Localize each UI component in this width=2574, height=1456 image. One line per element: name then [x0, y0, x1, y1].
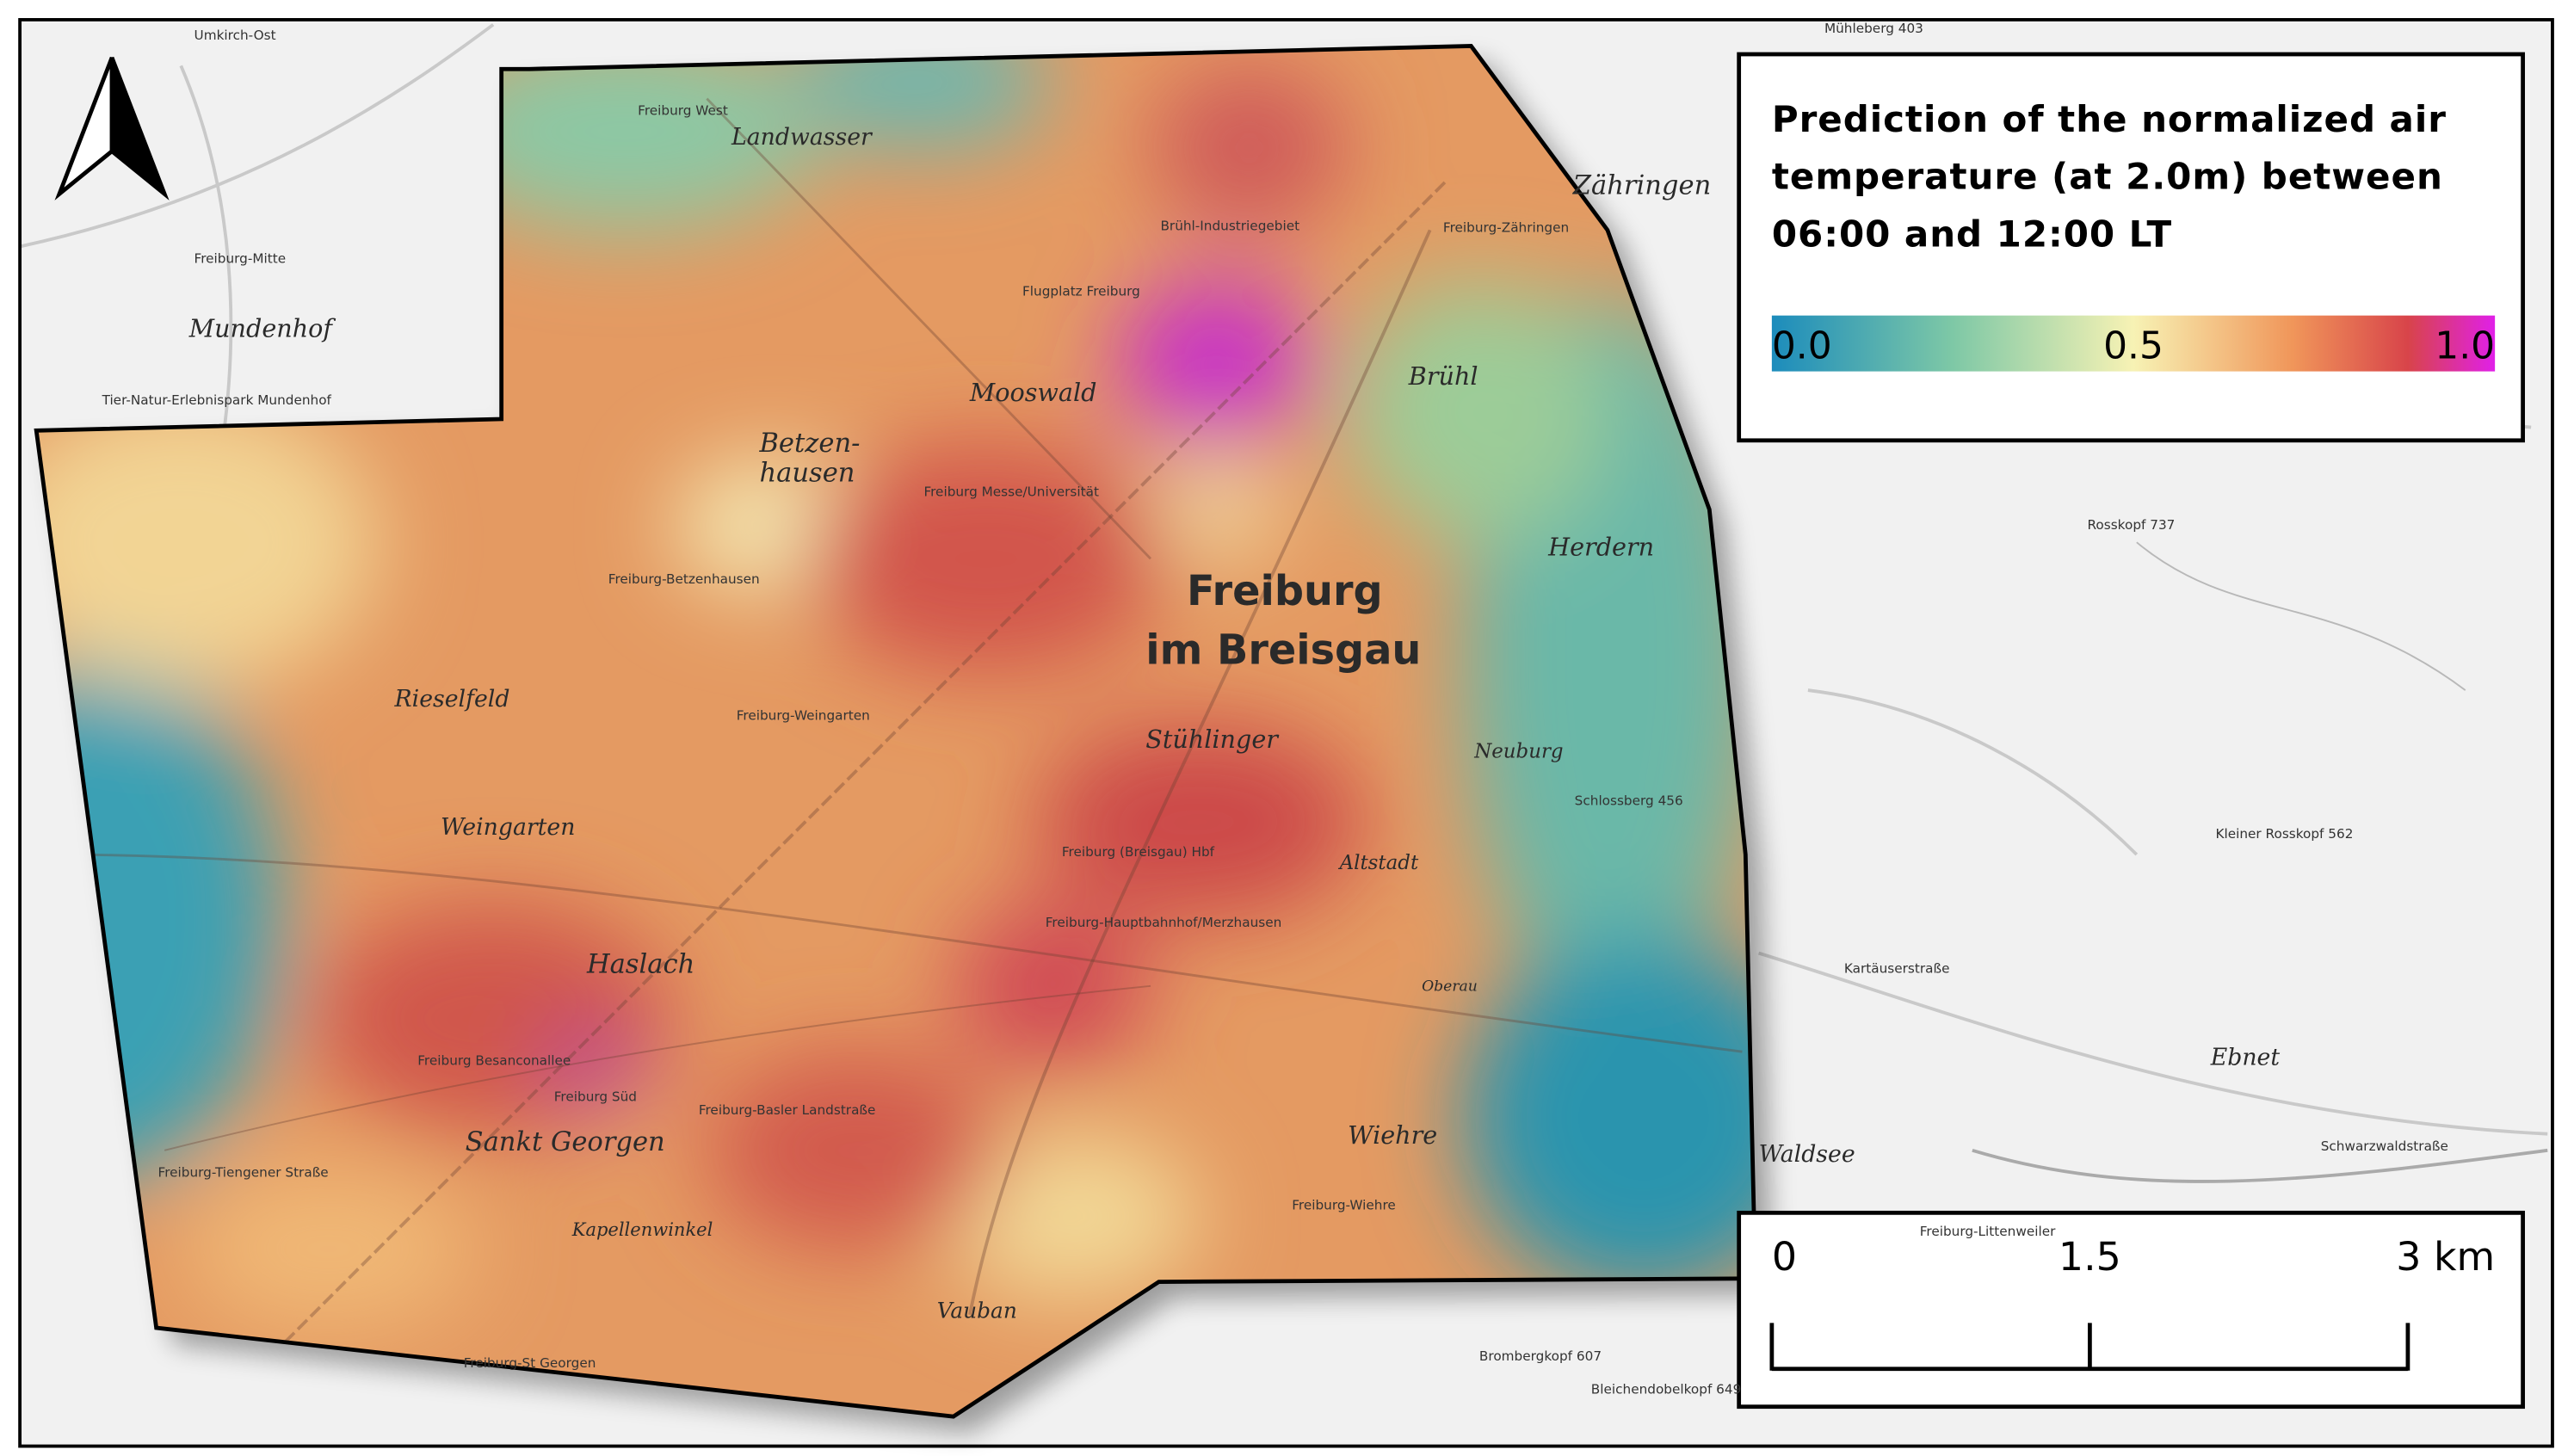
- scale-label: 1.5: [2059, 1233, 2121, 1280]
- colorbar: [1771, 315, 2496, 372]
- small-label: Kleiner Rosskopf 562: [2215, 826, 2353, 842]
- streets: [49, 97, 1743, 1382]
- place-label: Kapellenwinkel: [571, 1219, 713, 1240]
- place-label: Ebnet: [2210, 1044, 2281, 1070]
- small-label: Freiburg (Breisgau) Hbf: [1062, 844, 1215, 860]
- place-label: Betzen-: [758, 429, 860, 459]
- place-label: Herdern: [1547, 532, 1654, 561]
- temperature-field: [36, 46, 1756, 1417]
- colorbar-label: 1.0: [2435, 324, 2495, 367]
- small-label: Rosskopf 737: [2088, 517, 2176, 533]
- place-label: Brühl: [1408, 361, 1478, 391]
- small-label: Freiburg-St Georgen: [464, 1355, 596, 1371]
- place-label: Sankt Georgen: [466, 1127, 665, 1157]
- place-label: Mooswald: [969, 378, 1097, 407]
- legend-title: Prediction of the normalized air: [1772, 98, 2447, 140]
- frame: [18, 18, 2554, 1448]
- small-label: Freiburg Messe/Universität: [923, 484, 1098, 500]
- place-label: Stühlinger: [1145, 725, 1280, 754]
- place-label: im Breisgau: [1145, 627, 1421, 675]
- small-label: Schlossberg 456: [1575, 793, 1683, 809]
- small-label: Freiburg-Tiengener Straße: [158, 1164, 329, 1180]
- small-label: Freiburg Besanconallee: [417, 1052, 571, 1068]
- small-label: Brühl-Industriegebiet: [1160, 218, 1299, 233]
- place-label: Haslach: [586, 950, 694, 980]
- place-label: Weingarten: [441, 814, 575, 841]
- place-label: Altstadt: [1338, 852, 1419, 874]
- place-label: Freiburg: [1187, 568, 1383, 615]
- small-label: Freiburg-Hauptbahnhof/Merzhausen: [1046, 915, 1282, 930]
- legend-title: temperature (at 2.0m) between: [1772, 156, 2443, 198]
- place-label: Neuburg: [1473, 740, 1563, 762]
- place-label: Waldsee: [1759, 1141, 1855, 1168]
- colorbar-label: 0.0: [1772, 324, 1832, 367]
- small-label: Freiburg-Zähringen: [1443, 219, 1569, 235]
- small-label: Brombergkopf 607: [1479, 1348, 1602, 1364]
- small-label: Freiburg-Betzenhausen: [608, 571, 760, 587]
- small-label: Freiburg West: [638, 103, 728, 119]
- small-label: Tier-Natur-Erlebnispark Mundenhof: [102, 392, 332, 408]
- place-label: Vauban: [937, 1299, 1017, 1323]
- small-label: Freiburg-Mitte: [194, 251, 287, 267]
- study-area-outline: [34, 44, 1758, 1419]
- place-label: Zähringen: [1572, 170, 1711, 201]
- small-label: Umkirch-Ost: [194, 28, 276, 43]
- small-label: Kartäuserstraße: [1844, 961, 1950, 977]
- small-label: Mühleberg 403: [1824, 21, 1923, 36]
- legend-box: [1737, 52, 2525, 443]
- small-label: Flugplatz Freiburg: [1022, 284, 1140, 299]
- small-label: Bleichendobelkopf 649: [1591, 1381, 1742, 1397]
- scale-label: 0: [1772, 1233, 1797, 1280]
- legend-title: 06:00 and 12:00 LT: [1772, 213, 2172, 255]
- small-label: Freiburg-Wiehre: [1292, 1198, 1396, 1213]
- place-label: Rieselfeld: [394, 686, 510, 713]
- small-label: Freiburg-Basler Landstraße: [699, 1102, 876, 1118]
- scale-box: [1737, 1210, 2525, 1410]
- small-label: Freiburg Süd: [554, 1089, 637, 1105]
- small-label: Freiburg-Littenweiler: [1920, 1224, 2056, 1239]
- place-label: Wiehre: [1348, 1120, 1437, 1150]
- small-label: Schwarzwaldstraße: [2321, 1138, 2448, 1154]
- scale-label: 3 km: [2396, 1233, 2495, 1280]
- place-label: hausen: [759, 459, 855, 489]
- place-label: Landwasser: [731, 124, 873, 151]
- place-label: Oberau: [1422, 978, 1478, 996]
- place-label: Mundenhof: [188, 313, 336, 342]
- small-label: Freiburg-Weingarten: [737, 707, 870, 723]
- colorbar-label: 0.5: [2103, 324, 2164, 367]
- north-arrow: [54, 56, 170, 201]
